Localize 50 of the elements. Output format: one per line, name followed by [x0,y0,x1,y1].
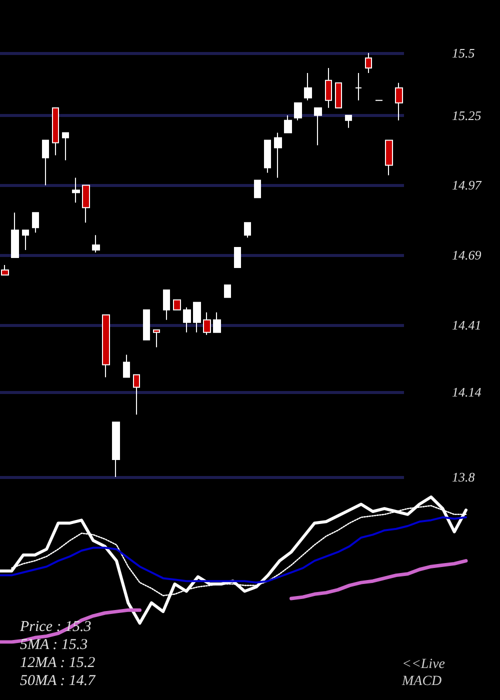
candlestick [365,52,372,74]
text: <<Live MACD [402,656,446,690]
y-tick-label: 13.8 [452,470,476,484]
candlestick [234,247,241,268]
candlestick [153,329,160,348]
candlestick [213,312,221,333]
candlestick [335,82,342,108]
candlestick [11,212,19,258]
candlestick [224,284,231,298]
candlestick [294,102,302,121]
candlestick [133,374,140,416]
candlestick [284,114,292,134]
candlestick [274,132,282,178]
candlestick [1,264,9,276]
candlestick [143,309,150,340]
candlestick [183,306,191,333]
candlestick [163,289,170,320]
candlestick [173,299,181,310]
y-tick-label: 14.69 [452,248,482,263]
candlestick [355,72,362,101]
candlestick [72,177,80,204]
candlestick [385,140,393,176]
candlestick [123,354,130,378]
candlestick [395,82,403,121]
y-tick-label: 14.41 [452,317,482,332]
candlestick [244,222,251,238]
candlestick [62,132,69,161]
y-tick-label: 14.97 [452,178,482,193]
annotation: 5MA : 15.3 [20,637,88,654]
y-tick-label: 15.5 [452,46,476,60]
candlestick [193,302,201,333]
candlestick [254,180,261,198]
candlestick [22,230,29,251]
y-tick-label: 15.25 [452,108,482,123]
candlestick [314,107,322,146]
candlestick [42,140,49,186]
candlestick [92,234,100,254]
candlestick [52,107,59,156]
text: 50MA : 14.7 [20,673,96,690]
candlestick [32,212,39,234]
candlestick [304,72,312,101]
candlestick [102,314,110,378]
y-tick-label: 14.14 [452,384,482,400]
text: 12MA : 15.2 [20,655,96,672]
candlestick [325,67,332,108]
candlestick [345,114,352,128]
candlestick [264,140,271,174]
candlestick [112,422,120,478]
candlestick [203,312,211,336]
candlestick [82,184,90,224]
